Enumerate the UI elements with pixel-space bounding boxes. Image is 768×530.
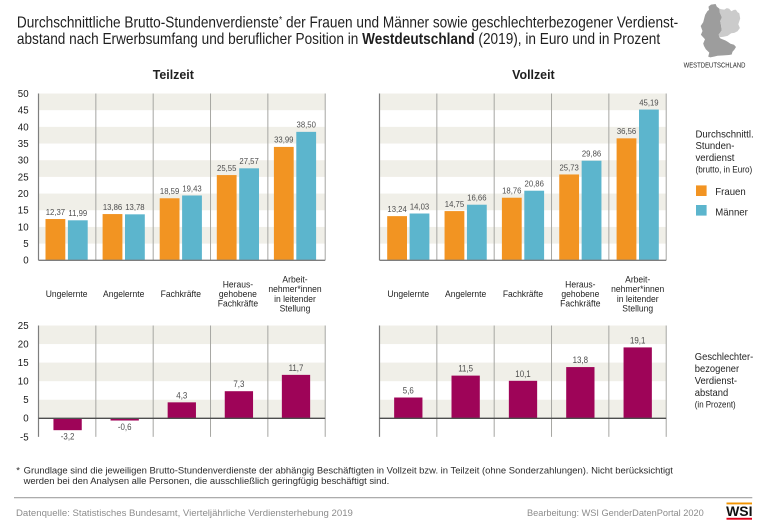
- svg-text:27,57: 27,57: [239, 157, 259, 166]
- svg-text:0: 0: [23, 256, 29, 267]
- svg-text:bezogener: bezogener: [695, 364, 740, 375]
- svg-text:14,75: 14,75: [445, 200, 465, 209]
- svg-text:WSI: WSI: [726, 503, 752, 519]
- svg-text:Stellung: Stellung: [280, 303, 311, 313]
- svg-text:Verdienst-: Verdienst-: [695, 376, 737, 387]
- svg-text:16,66: 16,66: [467, 193, 487, 202]
- svg-text:Heraus-: Heraus-: [223, 279, 253, 289]
- svg-text:33,99: 33,99: [274, 135, 294, 144]
- svg-text:25,73: 25,73: [559, 163, 579, 172]
- svg-text:11,5: 11,5: [458, 363, 473, 374]
- svg-text:(in Prozent): (in Prozent): [695, 399, 736, 410]
- svg-text:25: 25: [18, 172, 29, 183]
- svg-text:*: *: [16, 465, 20, 476]
- svg-text:-3,2: -3,2: [61, 431, 75, 442]
- svg-text:10: 10: [18, 376, 29, 387]
- svg-text:29,86: 29,86: [582, 149, 602, 158]
- svg-text:35: 35: [18, 139, 29, 150]
- svg-text:18,59: 18,59: [160, 187, 180, 196]
- svg-text:Ungelernte: Ungelernte: [46, 289, 88, 299]
- svg-text:4,3: 4,3: [176, 390, 187, 401]
- svg-text:Männer: Männer: [715, 207, 748, 218]
- svg-text:14,03: 14,03: [410, 202, 430, 211]
- svg-text:11,99: 11,99: [68, 209, 87, 218]
- svg-text:in leitender: in leitender: [274, 293, 316, 303]
- svg-text:Geschlechter-: Geschlechter-: [695, 352, 753, 363]
- svg-text:WESTDEUTSCHLAND: WESTDEUTSCHLAND: [684, 62, 746, 70]
- svg-text:nehmer*innen: nehmer*innen: [611, 284, 664, 294]
- svg-text:Angelernte: Angelernte: [445, 289, 486, 299]
- svg-text:12,37: 12,37: [46, 207, 66, 216]
- svg-text:Stellung: Stellung: [622, 303, 653, 313]
- svg-text:5,6: 5,6: [403, 385, 414, 396]
- svg-text:Fachkräfte: Fachkräfte: [560, 298, 600, 308]
- svg-text:0: 0: [23, 414, 29, 425]
- svg-text:werden bei den Analysen alle P: werden bei den Analysen alle Personen, d…: [23, 476, 390, 487]
- svg-text:15: 15: [18, 358, 29, 369]
- svg-text:Arbeit-: Arbeit-: [282, 274, 307, 284]
- svg-text:15: 15: [18, 206, 29, 217]
- svg-text:Vollzeit: Vollzeit: [512, 68, 555, 82]
- svg-text:Fachkräfte: Fachkräfte: [218, 298, 258, 308]
- svg-text:18,76: 18,76: [502, 186, 522, 195]
- svg-text:10,1: 10,1: [515, 368, 531, 379]
- svg-text:abstand nach Erwerbsumfang und: abstand nach Erwerbsumfang und beruflich…: [17, 31, 660, 48]
- svg-text:20,86: 20,86: [525, 179, 545, 188]
- svg-text:13,86: 13,86: [103, 203, 123, 212]
- svg-text:40: 40: [18, 122, 29, 133]
- svg-text:50: 50: [18, 89, 29, 100]
- svg-text:verdienst: verdienst: [696, 153, 735, 164]
- svg-text:19,43: 19,43: [182, 184, 202, 193]
- svg-text:-0,6: -0,6: [118, 422, 132, 433]
- svg-text:25,55: 25,55: [217, 164, 237, 173]
- svg-text:Fachkräfte: Fachkräfte: [161, 289, 201, 299]
- svg-text:25: 25: [18, 321, 29, 332]
- svg-text:5: 5: [23, 395, 29, 406]
- svg-text:13,24: 13,24: [387, 205, 407, 214]
- svg-text:Ungelernte: Ungelernte: [387, 289, 429, 299]
- svg-text:Stunden-: Stunden-: [696, 141, 735, 152]
- svg-text:7,3: 7,3: [233, 379, 244, 390]
- svg-text:20: 20: [18, 339, 29, 350]
- svg-text:Bearbeitung: WSI GenderDatenPo: Bearbeitung: WSI GenderDatenPortal 2020: [527, 508, 704, 518]
- svg-text:Durchschnittl.: Durchschnittl.: [696, 129, 754, 140]
- svg-text:Heraus-: Heraus-: [565, 279, 595, 289]
- svg-text:Fachkräfte: Fachkräfte: [503, 289, 543, 299]
- svg-text:nehmer*innen: nehmer*innen: [268, 284, 321, 294]
- svg-text:13,78: 13,78: [125, 203, 145, 212]
- svg-text:abstand: abstand: [695, 388, 728, 399]
- svg-text:in leitender: in leitender: [617, 293, 659, 303]
- svg-text:11,7: 11,7: [289, 362, 304, 373]
- svg-text:Datenquelle: Statistisches Bun: Datenquelle: Statistisches Bundesamt, Vi…: [16, 508, 353, 519]
- svg-text:13,8: 13,8: [573, 355, 589, 366]
- svg-text:20: 20: [18, 189, 29, 200]
- svg-text:-5: -5: [20, 432, 29, 443]
- svg-text:(brutto, in Euro): (brutto, in Euro): [696, 164, 753, 174]
- svg-text:gehobene: gehobene: [561, 289, 599, 299]
- svg-text:Arbeit-: Arbeit-: [625, 274, 650, 284]
- svg-text:36,56: 36,56: [617, 127, 637, 136]
- svg-text:Angelernte: Angelernte: [103, 289, 144, 299]
- svg-text:Frauen: Frauen: [715, 187, 745, 198]
- svg-text:5: 5: [23, 239, 29, 250]
- svg-text:45: 45: [18, 105, 29, 116]
- svg-text:Grundlage sind die jeweiligen: Grundlage sind die jeweiligen Brutto-Stu…: [24, 465, 674, 476]
- svg-text:19,1: 19,1: [630, 335, 646, 346]
- svg-text:30: 30: [18, 156, 29, 167]
- svg-text:38,50: 38,50: [297, 120, 317, 129]
- svg-text:Durchschnittliche Brutto-Stund: Durchschnittliche Brutto-Stundenverdiens…: [17, 14, 678, 31]
- svg-text:10: 10: [18, 222, 29, 233]
- svg-text:Teilzeit: Teilzeit: [153, 68, 195, 82]
- svg-text:45,19: 45,19: [639, 98, 659, 107]
- svg-text:gehobene: gehobene: [219, 289, 257, 299]
